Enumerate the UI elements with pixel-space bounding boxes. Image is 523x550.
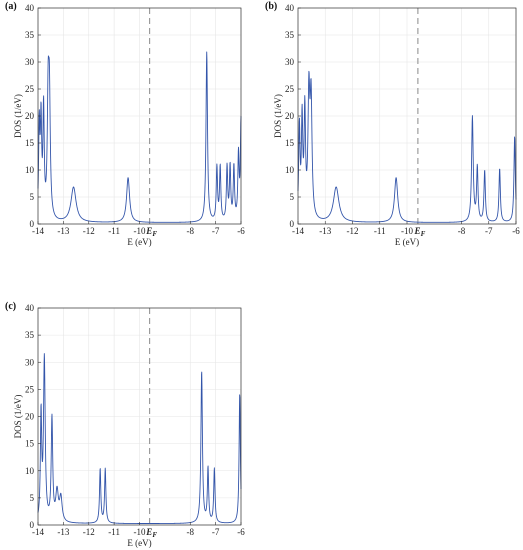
x-tick-label: -8: [458, 226, 466, 236]
fermi-level-subscript: F: [152, 230, 157, 238]
x-axis-title: E (eV): [395, 237, 419, 247]
x-tick-label: -13: [57, 527, 69, 537]
y-axis-title: DOS (1/eV): [273, 94, 283, 138]
y-tick-label: 15: [285, 138, 295, 148]
fermi-level-subscript: F: [152, 531, 157, 539]
y-tick-label: 15: [25, 138, 35, 148]
fermi-level-subscript: F: [421, 230, 426, 238]
y-tick-label: 30: [285, 57, 295, 67]
y-tick-label: 15: [25, 439, 35, 449]
y-tick-label: 30: [25, 357, 35, 367]
x-tick-label: -8: [187, 527, 195, 537]
x-tick-label: -12: [83, 226, 95, 236]
panel-label: (b): [265, 1, 277, 12]
x-tick-label: -6: [237, 226, 245, 236]
x-tick-label: -11: [108, 226, 120, 236]
x-tick-label: -6: [237, 527, 245, 537]
y-tick-label: 25: [25, 384, 35, 394]
y-tick-label: 10: [25, 165, 35, 175]
y-tick-label: 0: [30, 520, 35, 530]
x-tick-label: -14: [292, 226, 304, 236]
y-axis-title: DOS (1/eV): [13, 94, 23, 138]
x-tick-label: -12: [83, 527, 95, 537]
y-tick-label: 35: [285, 30, 295, 40]
x-tick-label: -13: [319, 226, 331, 236]
x-tick-label: -7: [212, 527, 220, 537]
y-tick-label: 5: [30, 192, 35, 202]
y-tick-label: 40: [25, 303, 35, 313]
x-tick-label: -7: [485, 226, 493, 236]
y-tick-label: 0: [30, 219, 35, 229]
x-tick-label: -13: [57, 226, 69, 236]
y-tick-label: 20: [285, 111, 295, 121]
y-tick-label: 25: [285, 84, 295, 94]
x-tick-label: -11: [374, 226, 386, 236]
dos-panel-3: -14 -13 -12 -11 -10 -8 -7 -6EF0510152025303540E…: [5, 301, 245, 548]
x-axis-title: E (eV): [127, 237, 151, 247]
x-tick-label: -10: [401, 226, 413, 236]
y-tick-label: 5: [30, 493, 35, 503]
x-axis-title: E (eV): [127, 538, 151, 548]
y-tick-label: 25: [25, 84, 35, 94]
y-axis-title: DOS (1/eV): [13, 395, 23, 439]
y-tick-label: 20: [25, 111, 35, 121]
x-tick-label: -7: [212, 226, 220, 236]
x-tick-label: -6: [512, 226, 520, 236]
x-tick-label: -14: [32, 226, 44, 236]
y-tick-label: 20: [25, 412, 35, 422]
dos-panel-2: -14 -13 -12 -11 -10 -8 -7 -6EF0510152025303540E…: [265, 1, 520, 247]
y-tick-label: 10: [25, 466, 35, 476]
y-tick-label: 35: [25, 30, 35, 40]
y-tick-label: 30: [25, 57, 35, 67]
y-tick-label: 5: [290, 192, 295, 202]
y-tick-label: 40: [285, 3, 295, 13]
x-tick-label: -11: [108, 527, 120, 537]
y-tick-label: 35: [25, 330, 35, 340]
y-tick-label: 40: [25, 3, 35, 13]
x-tick-label: -10: [134, 226, 146, 236]
y-tick-label: 0: [290, 219, 295, 229]
panel-label: (a): [5, 1, 17, 12]
panel-label: (c): [5, 301, 16, 312]
dos-panel-1: -14 -13 -12 -11 -10 -8 -7 -6EF0510152025303540E…: [5, 1, 245, 247]
y-tick-label: 10: [285, 165, 295, 175]
x-tick-label: -8: [187, 226, 195, 236]
x-tick-label: -14: [32, 527, 44, 537]
x-tick-label: -10: [134, 527, 146, 537]
x-tick-label: -12: [347, 226, 359, 236]
